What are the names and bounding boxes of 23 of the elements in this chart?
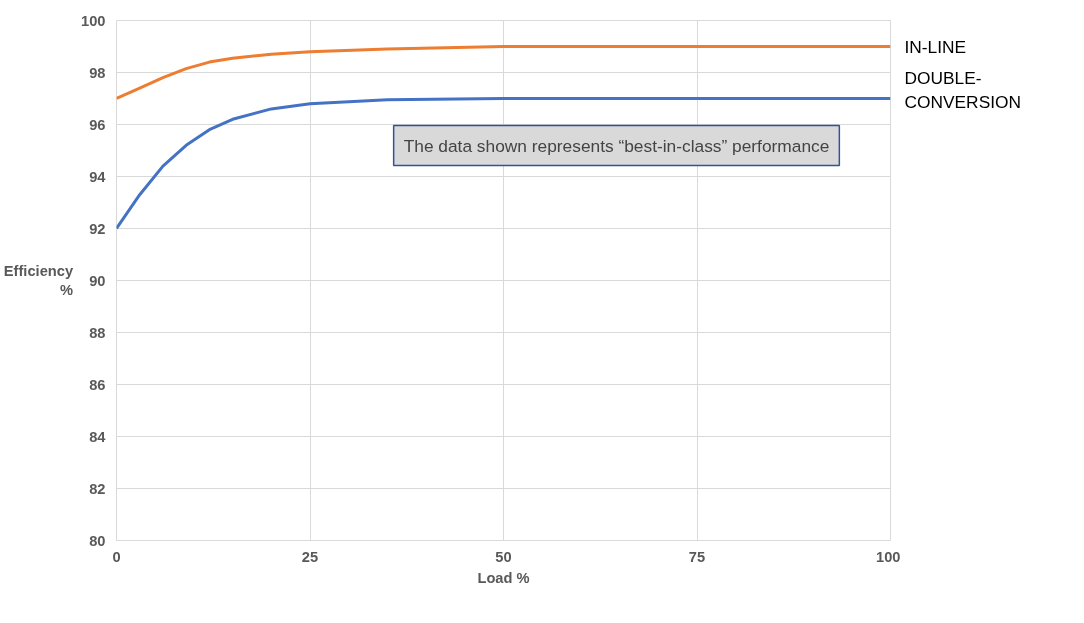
y-axis-title: Efficiency %: [3, 262, 74, 299]
y-tick-label: 94: [89, 168, 107, 185]
y-tick-label: 100: [81, 12, 106, 29]
line-series: [116, 45, 891, 100]
y-tick-label: 92: [89, 220, 106, 237]
y-tick-label: 96: [89, 116, 106, 133]
y-tick-label: 88: [89, 324, 106, 341]
y-tick-label: 98: [89, 64, 106, 81]
y-tick-label: 90: [89, 272, 106, 289]
y-tick-label: 80: [89, 532, 106, 549]
series-label: IN-LINE: [904, 36, 967, 57]
x-tick-label: 25: [301, 548, 319, 565]
y-tick-label: 82: [89, 480, 106, 497]
x-axis-title: Load %: [477, 569, 530, 586]
annotation: The data shown represents “best-in-class” performance: [403, 135, 830, 156]
x-tick-label: 100: [876, 548, 901, 565]
y-tick-label: 86: [89, 376, 106, 393]
line-series: [116, 97, 891, 230]
y-tick-label: 84: [89, 428, 107, 445]
x-tick-label: 50: [495, 548, 512, 565]
x-tick-label: 75: [688, 548, 706, 565]
series-label: DOUBLE- CONVERSION: [904, 67, 1021, 112]
x-tick-label: 0: [112, 548, 121, 565]
